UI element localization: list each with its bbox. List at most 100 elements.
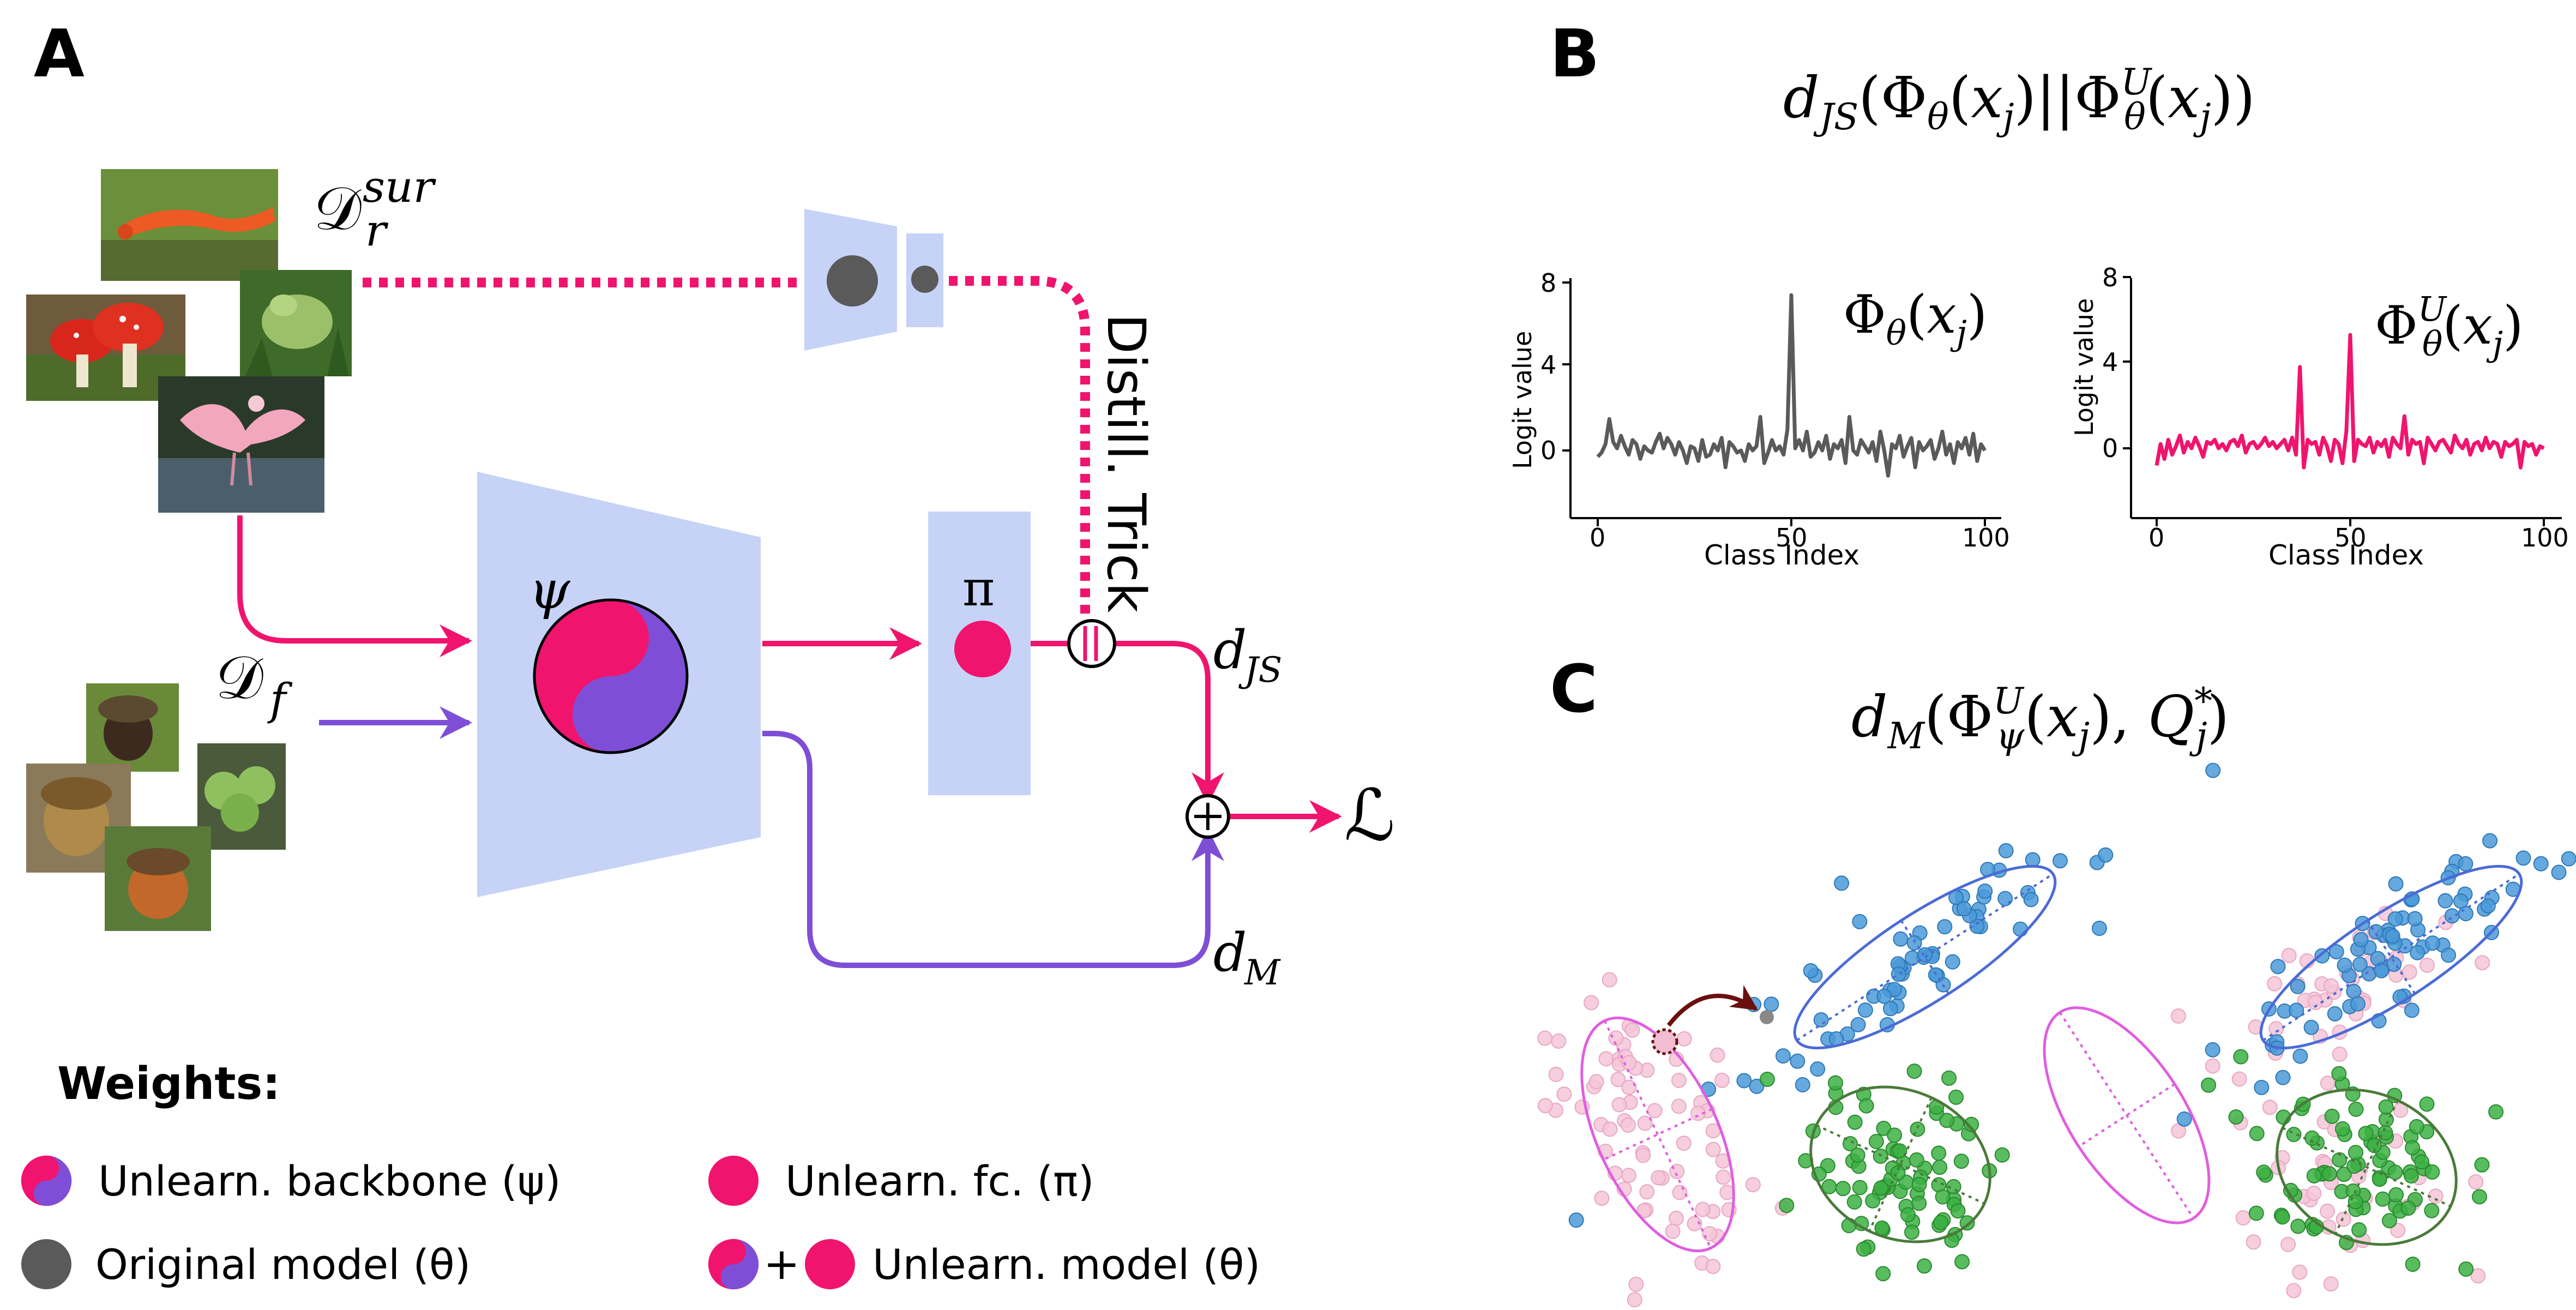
retain-dataset-symbol: 𝒟 (314, 173, 362, 243)
djs-label: d JS (1213, 620, 1283, 690)
pink-sample-point (2268, 1021, 2284, 1037)
legend-original-text: Original model (θ) (95, 1240, 471, 1289)
pink-sample-point (1537, 1030, 1553, 1046)
panel-b-letter: B (1550, 16, 1599, 92)
retain-images (26, 169, 352, 513)
blue-sample-point (1736, 1073, 1752, 1089)
blue-sample-point (1775, 1048, 1791, 1064)
blue-sample-point (2205, 762, 2221, 778)
green-sample-point (1994, 1147, 2010, 1163)
blue-cluster-ellipse (1793, 864, 2057, 1050)
green-sample-point (2334, 1121, 2350, 1137)
blue-sample-point (1568, 1212, 1584, 1228)
green-sample-point (1954, 1254, 1970, 1270)
djs-subscript: JS (1238, 650, 1283, 690)
pink-sample-point (1610, 1072, 1626, 1087)
blue-sample-point (2368, 924, 2384, 940)
forget-images (26, 683, 286, 931)
sum-node (1185, 794, 1230, 839)
blue-sample-point (1764, 996, 1779, 1012)
pink-sample-point (2246, 1234, 2261, 1250)
blue-sample-point (2013, 921, 2029, 937)
green-sample-point (1868, 1134, 1884, 1149)
chart-original-xlabel: Class Index (1704, 539, 1859, 571)
blue-sample-point (2533, 856, 2549, 872)
chart-original-xtick-100: 100 (1962, 523, 2010, 552)
legend-plus: + (763, 1239, 800, 1289)
move-arrow (1666, 985, 1758, 1027)
green-sample-point (1892, 1143, 1907, 1159)
acorn-image-1 (86, 683, 179, 772)
blue-sample-point (1977, 884, 1993, 899)
blue-sample-point (1956, 901, 1972, 917)
legend-backbone-text: Unlearn. backbone (ψ) (98, 1157, 561, 1205)
series-line (2154, 333, 2545, 470)
green-sample-point (1856, 1241, 1871, 1257)
chart-original-ytick-0: 0 (1540, 436, 1556, 465)
pink-sample-point (2324, 978, 2339, 994)
blue-sample-point (2270, 959, 2286, 975)
pink-sample-point (2280, 1236, 2296, 1252)
blue-sample-point (2254, 1080, 2270, 1095)
blue-sample-point (2480, 898, 2496, 914)
pink-sample-point (2323, 1276, 2339, 1292)
blue-sample-point (2441, 947, 2457, 963)
green-sample-point (2405, 1257, 2421, 1272)
green-sample-point (1887, 1127, 1903, 1143)
blue-sample-point (2350, 996, 2366, 1012)
distill-merge-node (1067, 619, 1116, 668)
pink-sample-point (1687, 1216, 1702, 1231)
blue-sample-point (1893, 931, 1909, 947)
blue-sample-point (2374, 963, 2390, 978)
blue-sample-point (2551, 864, 2567, 880)
empty-pink-ellipse (2043, 1006, 2211, 1224)
panel-c-title: dM(ΦU ψ(xj), Q* j) (1851, 680, 2229, 757)
green-sample-point (2256, 1164, 2272, 1180)
green-sample-point (2348, 1194, 2363, 1210)
pink-sample-point (1594, 1191, 1610, 1206)
green-sample-point (1933, 1215, 1949, 1230)
chart-unlearned-xtick-0: 0 (2148, 523, 2164, 552)
pink-sample-point (1676, 1031, 1692, 1047)
feature-scatter-after (2170, 833, 2576, 1299)
pink-sample-point (2281, 948, 2297, 963)
green-cluster-ellipse (2276, 1088, 2458, 1246)
blue-sample-point (1810, 1061, 1826, 1077)
blue-sample-point (1795, 1077, 1810, 1092)
pink-sample-point (1598, 1051, 1614, 1067)
green-sample-point (2290, 1218, 2306, 1234)
pink-sample-point (1627, 1292, 1642, 1308)
blue-sample-point (2410, 945, 2425, 960)
pink-sample-point (2332, 1047, 2348, 1062)
pink-sample-point (1676, 1135, 1692, 1151)
green-sample-point (1821, 1179, 1837, 1194)
gray-circle-icon (21, 1239, 71, 1289)
pink-sample-point (2231, 1071, 2247, 1087)
blue-sample-point (1834, 875, 1850, 891)
blue-sample-point (2292, 1048, 2308, 1064)
chart-unlearned-ytick-4: 4 (2102, 347, 2118, 377)
pink-sample-point (1714, 1072, 1730, 1088)
yin-yang-icon (708, 1239, 759, 1290)
fc-weight-icon (954, 621, 1011, 677)
pink-sample-point (2292, 1264, 2308, 1280)
chart-original-xtick-0: 0 (1590, 523, 1605, 552)
green-sample-point (1850, 1147, 1865, 1163)
pink-sample-point (1669, 1211, 1684, 1226)
blue-sample-point (1937, 919, 1953, 935)
blue-sample-point (2205, 1042, 2220, 1057)
weights-legend: Weights: Unlearn. backbone (ψ) Unlearn. … (21, 1058, 1260, 1290)
green-sample-point (2274, 1209, 2290, 1225)
blue-sample-point (2424, 935, 2440, 951)
green-sample-point (2346, 1158, 2362, 1174)
pink-sample-point (1551, 1033, 1567, 1049)
blue-sample-point (2025, 852, 2041, 868)
chart-unlearned-xtick-50: 50 (2334, 523, 2367, 552)
unlearn-backbone: ψ (477, 472, 761, 897)
retain-to-backbone-arrow (237, 515, 472, 657)
blue-sample-point (2407, 911, 2423, 927)
dm-arrow (762, 731, 1224, 968)
pink-sample-point (1624, 1022, 1640, 1038)
blue-cluster-ellipse (2259, 864, 2523, 1050)
green-sample-point (1939, 1113, 1955, 1128)
